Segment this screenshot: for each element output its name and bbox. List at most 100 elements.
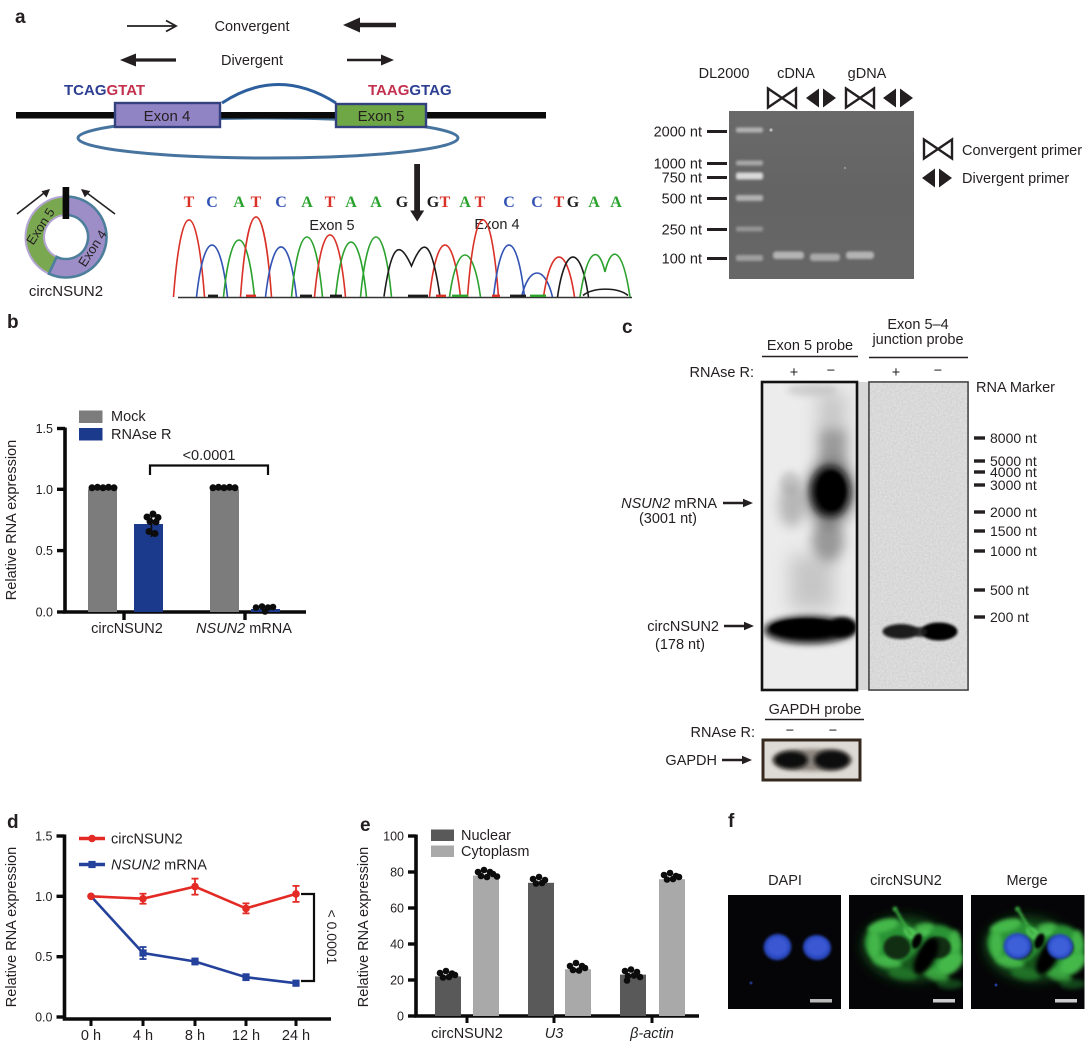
svg-text:20: 20 — [390, 974, 404, 988]
svg-text:−: − — [827, 363, 835, 379]
svg-text:750 nt: 750 nt — [662, 171, 702, 187]
svg-text:0.5: 0.5 — [36, 544, 53, 558]
svg-text:a: a — [15, 7, 26, 28]
svg-text:f: f — [728, 811, 735, 832]
svg-text:−: − — [829, 723, 837, 739]
svg-text:d: d — [7, 812, 19, 833]
svg-text:< 0.0001: < 0.0001 — [324, 910, 340, 965]
svg-text:junction probe: junction probe — [871, 332, 963, 348]
svg-text:A: A — [301, 194, 313, 211]
svg-text:40: 40 — [390, 938, 404, 952]
svg-text:(178 nt): (178 nt) — [655, 637, 705, 653]
svg-text:Exon 5: Exon 5 — [358, 108, 405, 125]
svg-text:2000 nt: 2000 nt — [654, 125, 702, 141]
svg-text:Cytoplasm: Cytoplasm — [461, 844, 530, 860]
svg-text:3000 nt: 3000 nt — [990, 477, 1037, 493]
svg-text:RNAse R:: RNAse R: — [691, 725, 755, 741]
svg-text:4 h: 4 h — [133, 1028, 153, 1044]
svg-text:0.0: 0.0 — [36, 606, 53, 620]
svg-text:TCAGGTAT: TCAGGTAT — [64, 82, 145, 99]
svg-text:200 nt: 200 nt — [990, 609, 1029, 625]
svg-text:0.5: 0.5 — [35, 950, 52, 964]
svg-text:Nuclear: Nuclear — [461, 828, 511, 844]
svg-text:C: C — [275, 194, 287, 211]
svg-text:250 nt: 250 nt — [662, 223, 702, 239]
svg-text:RNAse R: RNAse R — [111, 427, 171, 443]
svg-text:<0.0001: <0.0001 — [183, 448, 236, 464]
svg-text:A: A — [370, 194, 382, 211]
svg-text:1000 nt: 1000 nt — [990, 543, 1037, 559]
svg-text:Exon 4: Exon 4 — [474, 217, 519, 233]
svg-text:+: + — [790, 365, 798, 381]
svg-text:Exon 5–4: Exon 5–4 — [887, 317, 948, 333]
svg-text:circNSUN2: circNSUN2 — [431, 1026, 503, 1042]
svg-text:NSUN2 mRNA: NSUN2 mRNA — [111, 858, 207, 874]
svg-text:G: G — [567, 194, 580, 211]
svg-text:60: 60 — [390, 902, 404, 916]
svg-text:Merge: Merge — [1006, 873, 1047, 889]
svg-text:1.0: 1.0 — [36, 483, 53, 497]
svg-text:T: T — [440, 194, 451, 211]
svg-text:1500 nt: 1500 nt — [990, 523, 1037, 539]
svg-text:TAAGGTAG: TAAGGTAG — [368, 82, 452, 99]
svg-text:(3001 nt): (3001 nt) — [639, 511, 697, 527]
svg-text:circNSUN2: circNSUN2 — [111, 832, 183, 848]
svg-text:Exon 5: Exon 5 — [309, 218, 354, 234]
svg-text:12 h: 12 h — [232, 1028, 260, 1044]
svg-text:A: A — [459, 194, 471, 211]
svg-text:5000 nt: 5000 nt — [990, 453, 1037, 469]
svg-text:T: T — [554, 194, 565, 211]
svg-text:T: T — [251, 194, 262, 211]
svg-text:gDNA: gDNA — [848, 66, 887, 82]
svg-text:Divergent primer: Divergent primer — [962, 171, 1069, 187]
svg-text:T: T — [475, 194, 486, 211]
svg-text:1.0: 1.0 — [35, 890, 52, 904]
svg-text:80: 80 — [390, 866, 404, 880]
svg-text:C: C — [531, 194, 543, 211]
svg-text:100: 100 — [383, 830, 404, 844]
svg-text:−: − — [786, 723, 794, 739]
svg-text:C: C — [206, 194, 218, 211]
svg-text:8 h: 8 h — [185, 1028, 205, 1044]
svg-text:0.0: 0.0 — [35, 1011, 52, 1025]
svg-text:RNA Marker: RNA Marker — [976, 380, 1055, 396]
svg-text:8000 nt: 8000 nt — [990, 430, 1037, 446]
svg-text:0 h: 0 h — [81, 1028, 101, 1044]
svg-text:A: A — [610, 194, 622, 211]
svg-text:A: A — [345, 194, 357, 211]
svg-text:DAPI: DAPI — [768, 873, 802, 889]
svg-text:circNSUN2: circNSUN2 — [870, 873, 942, 889]
svg-text:cDNA: cDNA — [777, 66, 815, 82]
svg-text:1000 nt: 1000 nt — [654, 157, 702, 173]
svg-text:Exon 5 probe: Exon 5 probe — [767, 338, 853, 354]
svg-text:RNAse R:: RNAse R: — [690, 365, 754, 381]
svg-text:Relative RNA expression: Relative RNA expression — [4, 847, 20, 1007]
svg-text:NSUN2 mRNA: NSUN2 mRNA — [196, 621, 292, 637]
svg-text:Relative RNA expression: Relative RNA expression — [4, 440, 20, 600]
svg-text:G: G — [427, 194, 440, 211]
svg-text:G: G — [396, 194, 409, 211]
svg-text:500 nt: 500 nt — [662, 192, 702, 208]
svg-text:A: A — [588, 194, 600, 211]
svg-text:Exon 4: Exon 4 — [144, 108, 191, 125]
svg-text:circNSUN2: circNSUN2 — [29, 283, 103, 300]
svg-text:circNSUN2: circNSUN2 — [647, 619, 719, 635]
svg-text:GAPDH probe: GAPDH probe — [769, 702, 862, 718]
svg-text:e: e — [360, 815, 371, 836]
svg-text:b: b — [7, 312, 19, 333]
svg-text:0: 0 — [397, 1010, 404, 1024]
svg-text:Relative RNA expression: Relative RNA expression — [356, 847, 372, 1007]
svg-text:1.5: 1.5 — [35, 830, 52, 844]
svg-text:β-actin: β-actin — [629, 1026, 674, 1042]
svg-text:+: + — [892, 365, 900, 381]
svg-text:2000 nt: 2000 nt — [990, 504, 1037, 520]
svg-text:24 h: 24 h — [282, 1028, 310, 1044]
svg-text:T: T — [184, 194, 195, 211]
svg-text:circNSUN2: circNSUN2 — [91, 621, 163, 637]
svg-text:−: − — [934, 363, 942, 379]
svg-text:100 nt: 100 nt — [662, 252, 702, 268]
svg-text:1.5: 1.5 — [36, 422, 53, 436]
svg-text:NSUN2 mRNA: NSUN2 mRNA — [621, 496, 717, 512]
svg-text:T: T — [325, 194, 336, 211]
svg-text:U3: U3 — [545, 1026, 564, 1042]
